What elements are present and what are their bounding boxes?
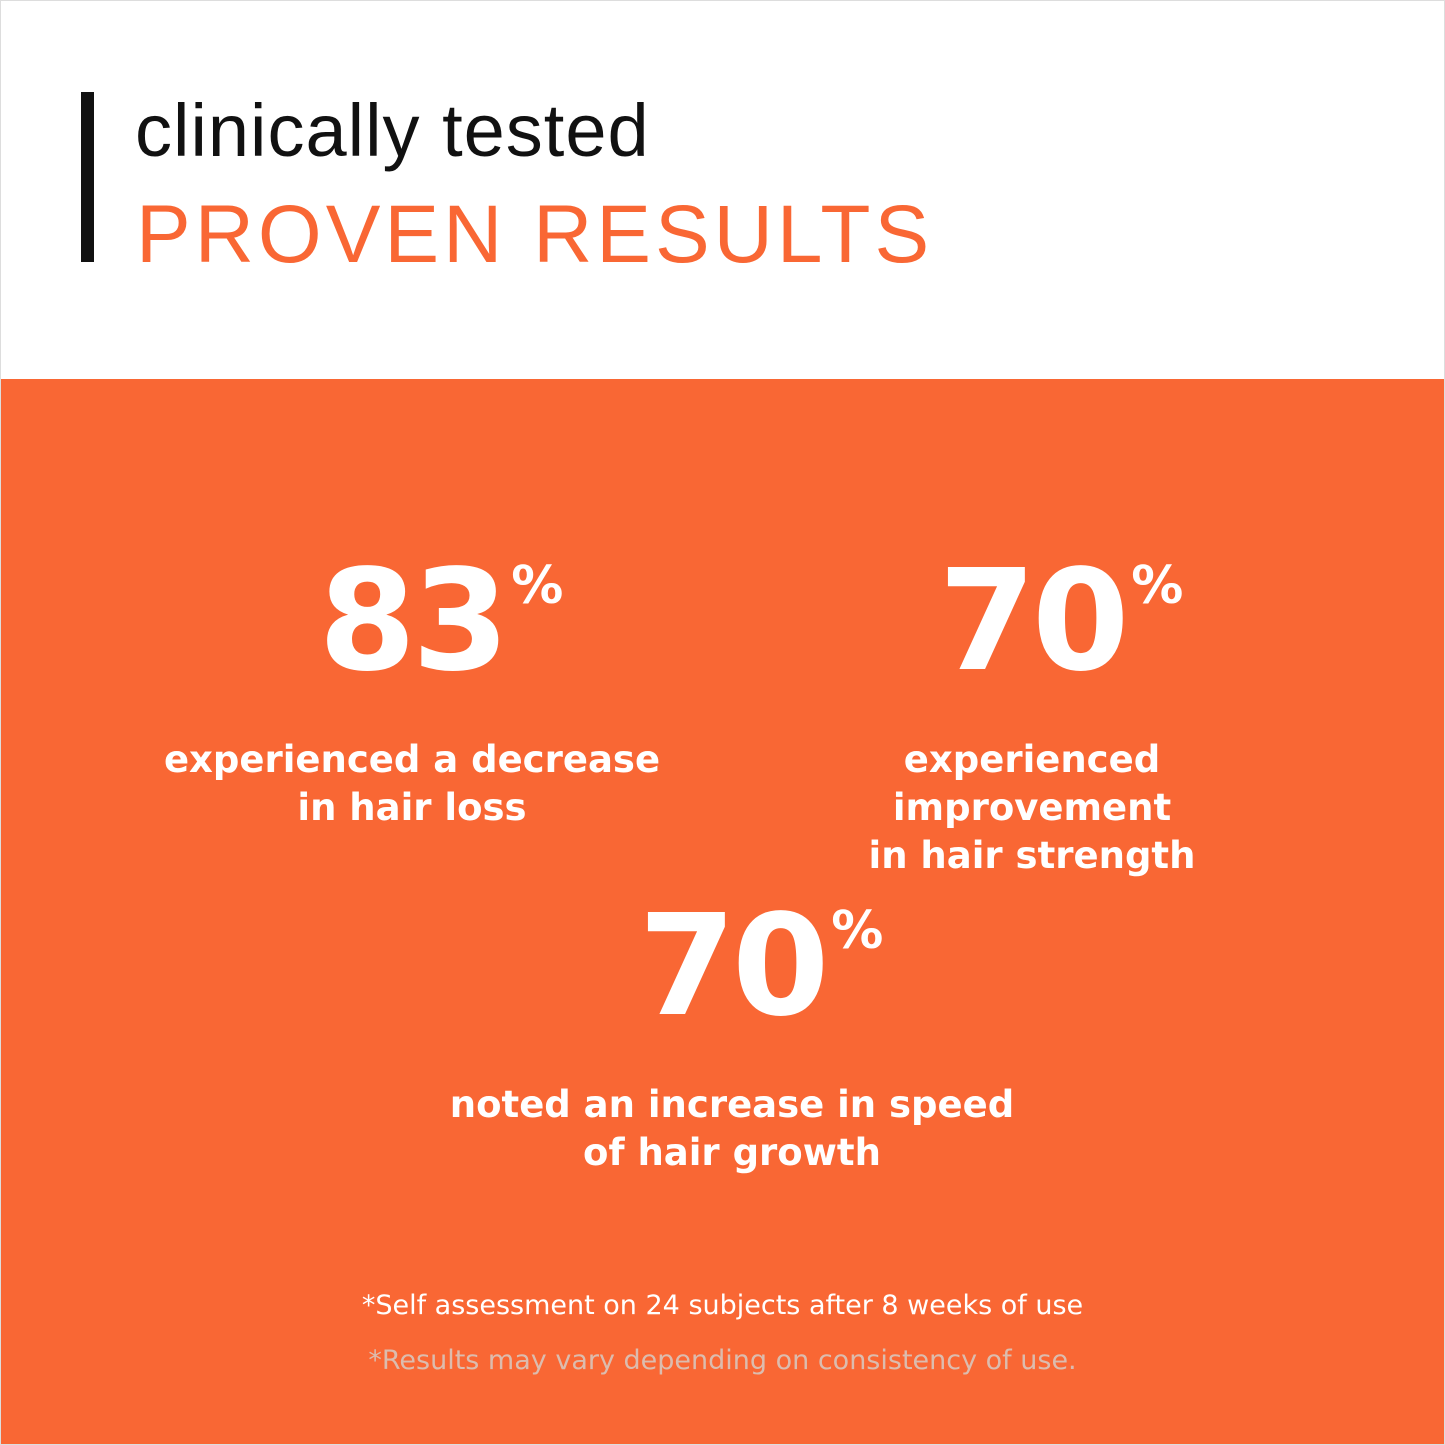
accent-bar (81, 92, 94, 262)
header-title: PROVEN RESULTS (136, 189, 934, 280)
header-subtitle: clinically tested (135, 89, 650, 172)
stat-value: 70 (938, 540, 1130, 703)
footnote-self-assessment: *Self assessment on 24 subjects after 8 … (361, 1290, 1084, 1321)
stat-hair-loss: 83% experienced a decrease in hair loss (162, 552, 662, 832)
stat-description: in hair loss (297, 786, 527, 829)
stat-description: experienced improvement (892, 738, 1172, 829)
stat-description: of hair growth (583, 1131, 881, 1174)
footnote-disclaimer: *Results may vary depending on consisten… (368, 1345, 1077, 1376)
stat-description: noted an increase in speed (449, 1083, 1015, 1126)
results-panel (1, 379, 1444, 1444)
stat-value: 70 (638, 885, 830, 1048)
stat-hair-strength: 70% experienced improvement in hair stren… (762, 552, 1302, 880)
stat-value: 83 (318, 540, 510, 703)
percent-sign: % (1131, 556, 1184, 616)
percent-sign: % (511, 556, 564, 616)
stat-description: in hair strength (868, 834, 1196, 877)
stat-hair-growth: 70% noted an increase in speed of hair gr… (432, 897, 1032, 1177)
percent-sign: % (831, 901, 884, 961)
stat-description: experienced a decrease (163, 738, 661, 781)
